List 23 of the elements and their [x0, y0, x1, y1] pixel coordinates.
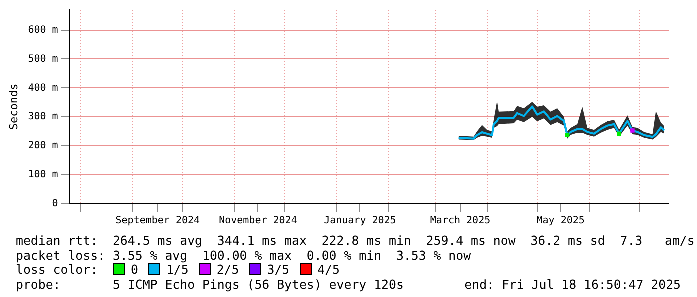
y-tick-label: 300 m	[28, 112, 58, 123]
y-tick-label: 0	[52, 198, 58, 210]
x-tick-label: May 2025	[536, 216, 585, 227]
legend-label: 0	[130, 262, 138, 277]
text: median rtt: 264.5 ms avg 344.1 ms max 222.8 ms min 259.4 ms now 36.2 ms sd 7.3 am/s	[16, 233, 695, 248]
text: packet loss: 3.55 % avg 100.00 % max 0.00 % min 3.53 % now	[16, 248, 472, 262]
y-tick-label: 500 m	[28, 54, 58, 65]
legend-label: 1/5	[165, 262, 189, 277]
y-tick-label: 600 m	[28, 24, 58, 36]
x-tick-label: November 2024	[219, 216, 298, 227]
text: probe: 5 ICMP Echo Pings (56 Bytes) every 120s	[16, 276, 404, 292]
legend-label: 3/5	[266, 262, 290, 277]
x-tick-label: January 2025	[324, 216, 396, 227]
legend-title: loss color:	[16, 262, 98, 277]
text: end: Fri Jul 18 16:50:47 2025	[464, 276, 681, 292]
x-tick-label: September 2024	[116, 216, 200, 227]
legend-label: 4/5	[316, 262, 340, 277]
x-tick-label: March 2025	[430, 216, 491, 227]
y-tick-label: 400 m	[28, 82, 58, 94]
legend-label: 2/5	[216, 262, 240, 277]
y-tick-label: 200 m	[28, 140, 58, 152]
y-axis-title: Seconds	[7, 84, 20, 130]
y-tick-label: 100 m	[28, 170, 58, 181]
